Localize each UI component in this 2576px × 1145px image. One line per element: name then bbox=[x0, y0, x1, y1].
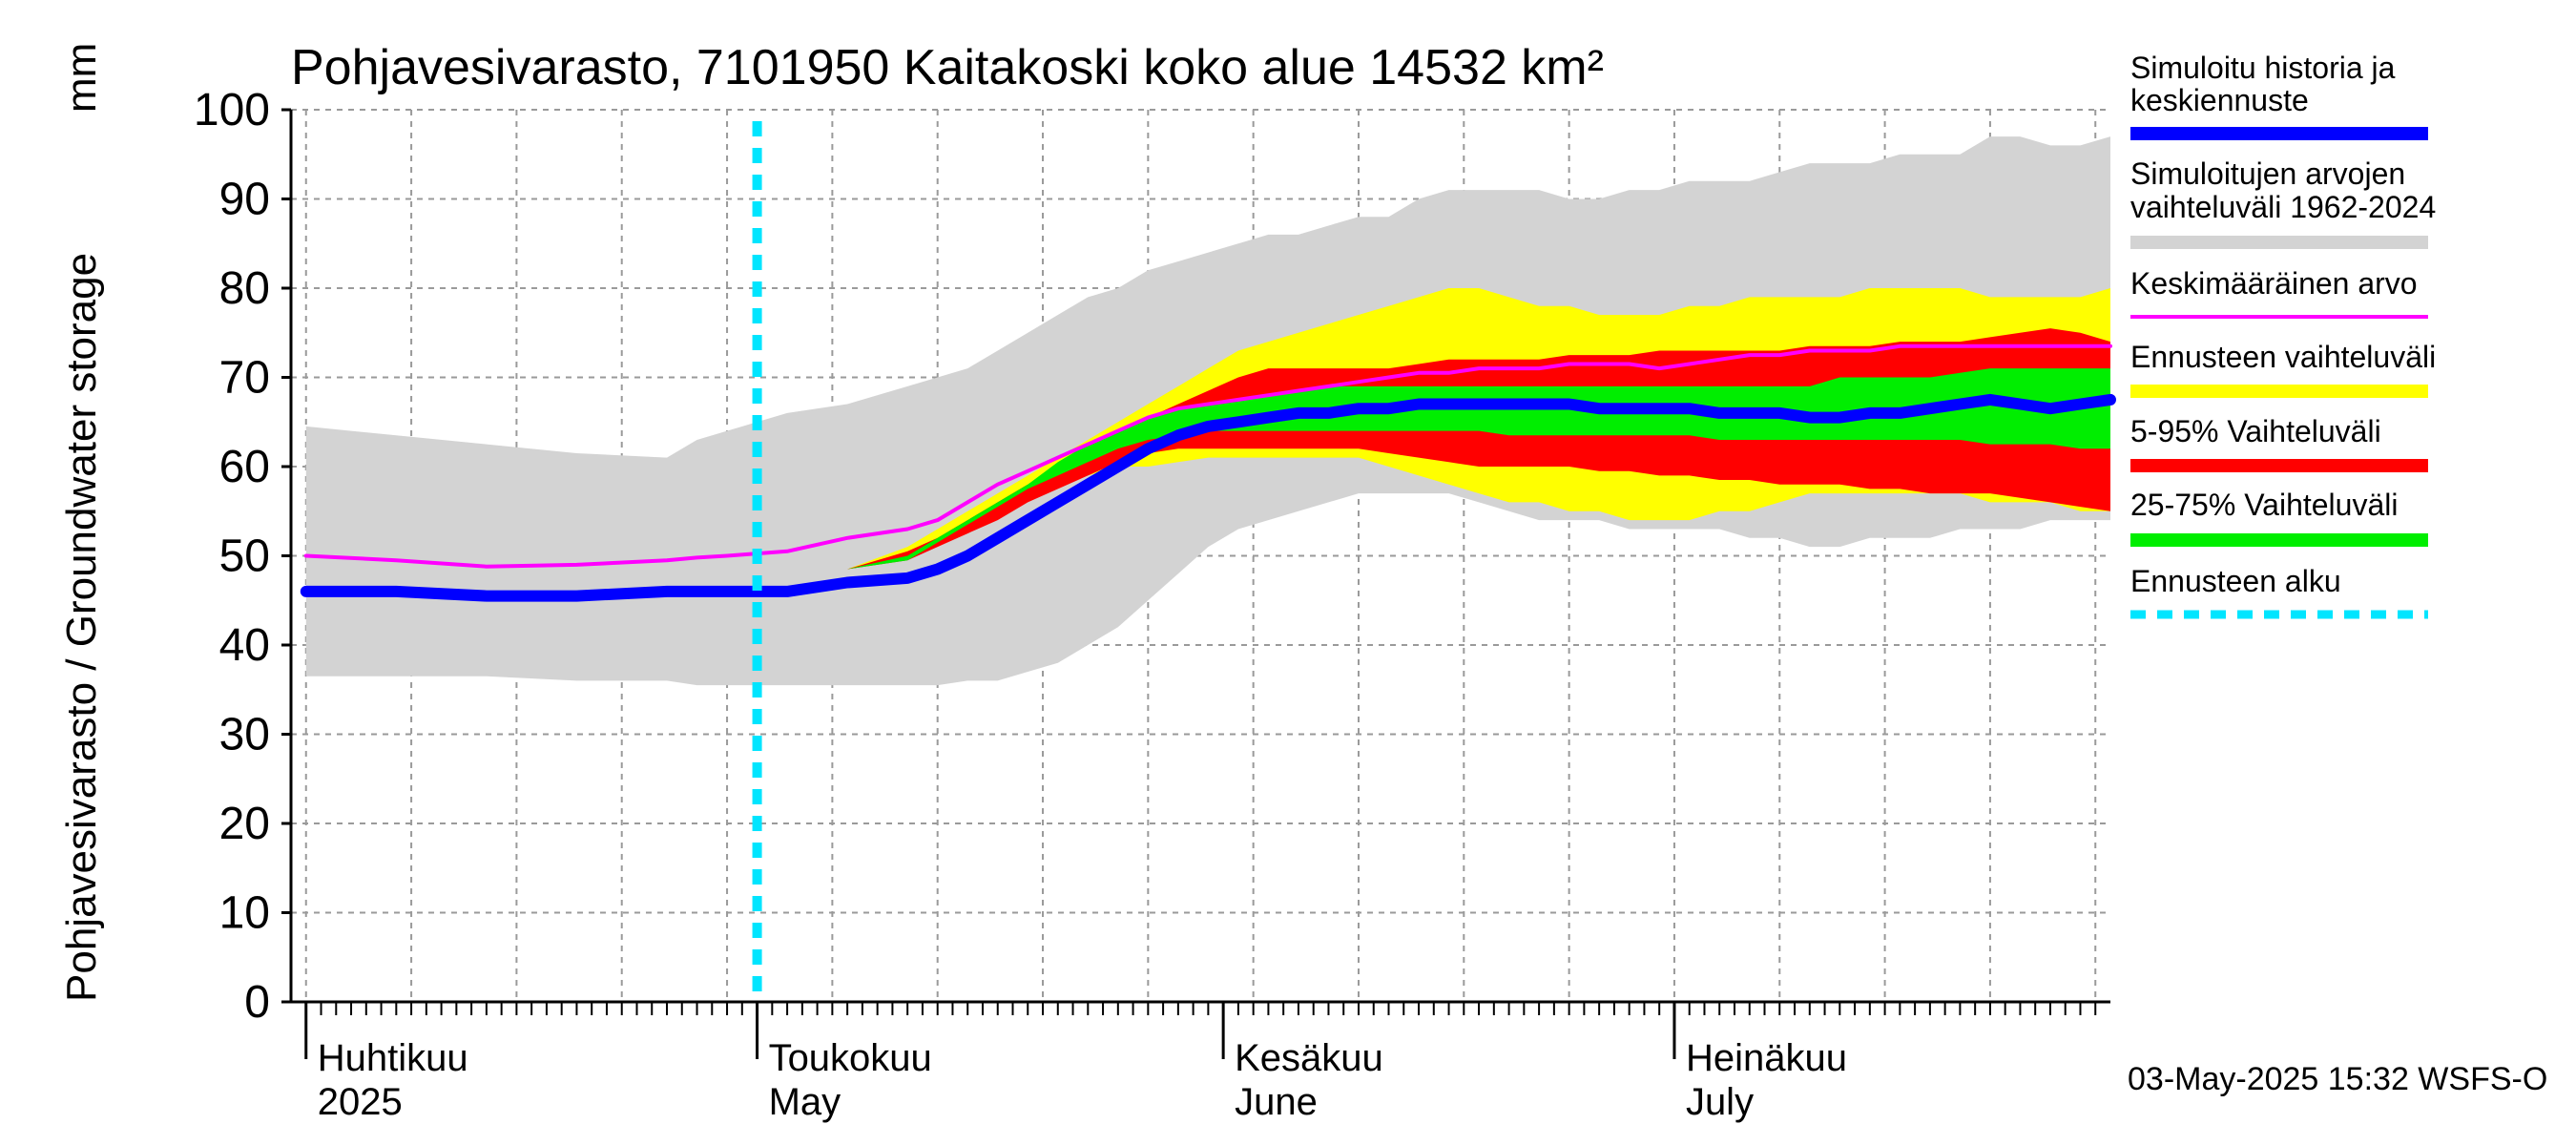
y-tick-label: 0 bbox=[244, 977, 270, 1028]
y-tick-label: 100 bbox=[194, 85, 270, 135]
mean-line bbox=[303, 344, 2112, 569]
legend-label: Ennusteen vaihteluväli bbox=[2130, 340, 2436, 374]
x-ticks bbox=[304, 1002, 2097, 1059]
y-tick-label: 20 bbox=[219, 799, 270, 849]
y-tick-label: 70 bbox=[219, 353, 270, 404]
y-axis-label: Pohjavesivarasto / Groundwater storage bbox=[58, 253, 105, 1002]
y-tick-label: 50 bbox=[219, 531, 270, 582]
simulated-median-line bbox=[300, 393, 2116, 602]
chart-title: Pohjavesivarasto, 7101950 Kaitakoski kok… bbox=[291, 40, 1604, 95]
y-tick-label: 40 bbox=[219, 620, 270, 671]
month-label-fi: Toukokuu bbox=[769, 1037, 932, 1079]
legend-label: Keskimääräinen arvo bbox=[2130, 266, 2418, 301]
legend-label: Ennusteen alku bbox=[2130, 564, 2341, 598]
timestamp: 03-May-2025 15:32 WSFS-O bbox=[2128, 1061, 2547, 1097]
month-label-fi: Kesäkuu bbox=[1235, 1037, 1383, 1079]
y-ticks: 0 10 20 30 40 50 60 70 80 90 100 bbox=[194, 85, 291, 1028]
legend-label: Simuloitu historia ja bbox=[2130, 51, 2396, 85]
month-label-fi: Heinäkuu bbox=[1686, 1037, 1847, 1079]
y-tick-label: 10 bbox=[219, 888, 270, 939]
y-tick-label: 90 bbox=[219, 175, 270, 225]
legend-label: vaihteluväli 1962-2024 bbox=[2130, 190, 2436, 224]
y-axis-unit: mm bbox=[58, 43, 105, 113]
lines bbox=[300, 344, 2116, 602]
month-label-en: 2025 bbox=[318, 1081, 403, 1123]
legend-label: 5-95% Vaihteluväli bbox=[2130, 414, 2381, 448]
month-label-en: June bbox=[1235, 1081, 1318, 1123]
y-tick-label: 30 bbox=[219, 710, 270, 760]
legend-label: keskiennuste bbox=[2130, 83, 2309, 117]
y-tick-label: 80 bbox=[219, 263, 270, 314]
y-tick-label: 60 bbox=[219, 442, 270, 492]
month-label-en: July bbox=[1686, 1081, 1754, 1123]
legend-label: Simuloitujen arvojen bbox=[2130, 156, 2405, 191]
month-label-en: May bbox=[769, 1081, 841, 1123]
month-label-fi: Huhtikuu bbox=[318, 1037, 468, 1079]
legend-label: 25-75% Vaihteluväli bbox=[2130, 488, 2398, 522]
